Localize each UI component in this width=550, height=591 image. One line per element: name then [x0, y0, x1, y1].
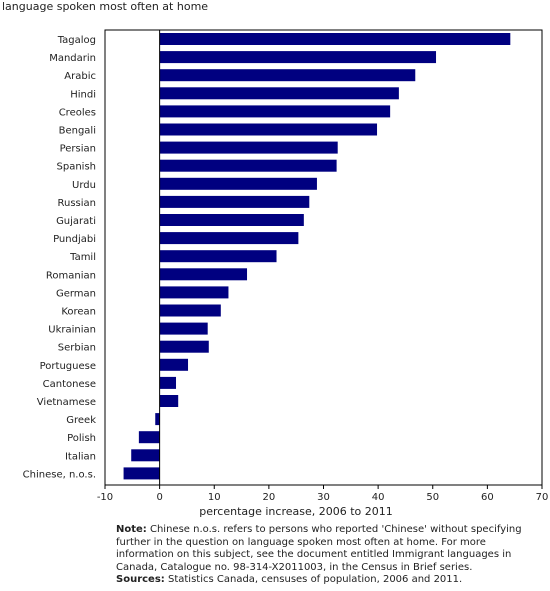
sources-label: Sources:: [116, 574, 165, 586]
x-tick-label: 40: [372, 492, 385, 503]
category-label: Romanian: [46, 270, 96, 281]
category-label: Pundjabi: [53, 234, 96, 245]
category-label: Gujarati: [56, 216, 96, 227]
bar-portuguese: [159, 358, 189, 371]
category-labels: Tagalog Mandarin Arabic Hindi Creoles Bengali…: [23, 35, 97, 480]
sources-text: Statistics Canada, censuses of populatio…: [164, 574, 463, 586]
category-label: Ukrainian: [48, 325, 96, 336]
bar-cantonese: [159, 376, 177, 389]
category-label: Persian: [60, 144, 96, 155]
x-tick-label: 20: [263, 492, 276, 503]
category-label: Polish: [67, 433, 96, 444]
category-label: Mandarin: [49, 53, 96, 64]
category-label: Korean: [61, 307, 96, 318]
category-label: Tamil: [69, 252, 96, 263]
bar-vietnamese: [159, 395, 179, 407]
category-label: Spanish: [57, 162, 97, 173]
bar-urdu: [159, 177, 317, 190]
bar-persian: [159, 141, 338, 154]
bar-korean: [159, 304, 221, 317]
note-text: Chinese n.o.s. refers to persons who rep…: [116, 524, 522, 573]
bar-german: [159, 286, 229, 299]
bar-creoles: [159, 105, 391, 118]
bar-gujarati: [159, 214, 304, 226]
category-label: Arabic: [64, 71, 96, 82]
note-paragraph: Note: Chinese n.o.s. refers to persons w…: [116, 524, 546, 574]
note-label: Note:: [116, 524, 147, 535]
x-tick-label: 30: [317, 492, 330, 503]
x-tick-label: -10: [97, 492, 113, 503]
bar-mandarin: [159, 51, 437, 64]
bar-tamil: [159, 250, 277, 263]
bar-russian: [159, 195, 310, 208]
bar-arabic: [159, 69, 416, 82]
category-label: Greek: [66, 415, 96, 426]
bar-greek: [155, 413, 160, 426]
x-axis-label: percentage increase, 2006 to 2011: [199, 505, 393, 518]
bar-polish: [138, 431, 160, 444]
category-label: Vietnamese: [37, 397, 96, 408]
bar-hindi: [159, 87, 399, 100]
x-tick-label: 50: [426, 492, 439, 503]
x-tick-label: 10: [208, 492, 221, 503]
chart-title: language spoken most often at home: [2, 0, 208, 13]
bar-serbian: [159, 340, 209, 353]
x-axis-ticks: -10 0 10 20 30 40 50 60 70: [97, 485, 549, 503]
bar-tagalog: [159, 33, 511, 45]
bar-chinese-n-o-s: [123, 467, 160, 480]
category-label: Chinese, n.o.s.: [23, 469, 96, 480]
bar-spanish: [159, 159, 337, 172]
x-tick-label: 0: [156, 492, 162, 503]
category-label: Urdu: [72, 180, 96, 191]
bars-layer: [123, 33, 511, 480]
x-tick-label: 70: [536, 492, 549, 503]
category-label: Serbian: [58, 343, 96, 354]
category-label: Hindi: [70, 89, 96, 100]
category-label: Tagalog: [57, 35, 96, 46]
bar-italian: [131, 449, 160, 462]
note-block: Note: Chinese n.o.s. refers to persons w…: [116, 524, 546, 587]
category-label: Portuguese: [40, 361, 96, 372]
category-label: Bengali: [59, 126, 96, 137]
bar-bengali: [159, 123, 378, 136]
category-label: Russian: [57, 198, 96, 209]
bar-pundjabi: [159, 232, 299, 245]
category-label: Cantonese: [43, 379, 96, 390]
bar-ukrainian: [159, 322, 208, 335]
x-tick-label: 60: [481, 492, 494, 503]
bar-romanian: [159, 268, 248, 281]
category-label: Italian: [65, 451, 96, 462]
sources-paragraph: Sources: Statistics Canada, censuses of …: [116, 574, 546, 587]
category-label: German: [56, 288, 96, 299]
category-label: Creoles: [59, 107, 96, 118]
